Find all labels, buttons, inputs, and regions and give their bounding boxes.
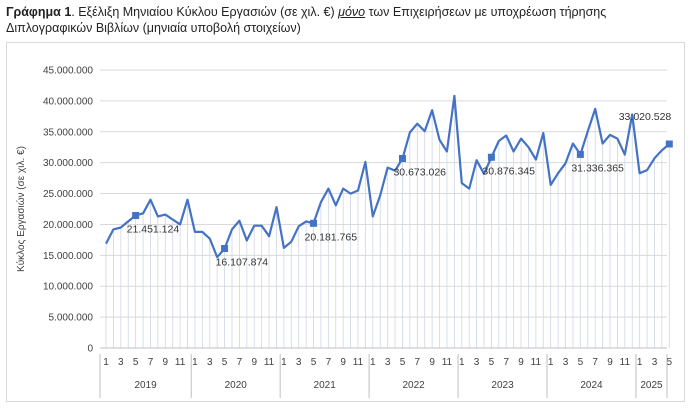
data-label: 31.336.365 <box>571 162 624 174</box>
series-line <box>105 94 671 259</box>
data-label: 21.451.124 <box>127 223 180 235</box>
y-tick-label: 25.000.000 <box>43 189 93 200</box>
data-label: 30.673.026 <box>393 167 446 179</box>
x-year-label: 2021 <box>314 380 337 391</box>
x-tick-label: 11 <box>442 357 453 368</box>
x-year-label: 2019 <box>134 380 157 391</box>
x-year-label: 2022 <box>402 380 425 391</box>
x-tick-label: 5 <box>311 357 317 368</box>
data-label: 33.020.528 <box>619 111 672 123</box>
x-tick-label: 1 <box>637 357 643 368</box>
x-tick-label: 3 <box>207 357 213 368</box>
x-tick-label: 1 <box>103 357 109 368</box>
y-tick-label: 30.000.000 <box>43 158 93 169</box>
x-tick-label: 9 <box>163 357 169 368</box>
x-tick-label: 9 <box>607 357 613 368</box>
data-label: 16.107.874 <box>216 256 269 268</box>
x-tick-label: 9 <box>251 357 257 368</box>
x-tick-label: 1 <box>192 357 198 368</box>
chart-area: 0 5.000.000 10.000.000 15.000.000 20.000.000… <box>6 42 685 402</box>
x-tick-label: 7 <box>592 357 598 368</box>
chart-caption: Γράφημα 1. Εξέλιξη Μηνιαίου Κύκλου Εργασ… <box>6 4 692 36</box>
y-tick-label: 35.000.000 <box>43 127 93 138</box>
data-marker <box>576 150 584 158</box>
y-tick-label: 45.000.000 <box>43 66 93 77</box>
x-tick-label: 11 <box>264 357 275 368</box>
x-tick-label: 7 <box>326 357 332 368</box>
x-tick-label: 5 <box>489 357 495 368</box>
x-tick-label: 3 <box>296 357 302 368</box>
caption-text-2: των Επιχειρήσεων με υποχρέωση τήρησης Δι… <box>6 5 607 35</box>
x-tick-label: 1 <box>548 357 554 368</box>
x-tick-label: 3 <box>563 357 569 368</box>
x-tick-label: 5 <box>133 357 139 368</box>
data-marker <box>221 244 229 252</box>
line-chart: 0 5.000.000 10.000.000 15.000.000 20.000.000… <box>15 66 673 398</box>
y-tick-label: 0 <box>87 344 93 355</box>
caption-emphasis: μόνο <box>338 5 366 19</box>
x-tick-label: 3 <box>385 357 391 368</box>
caption-text-1: . Εξέλιξη Μηνιαίου Κύκλου Εργασιών (σε χ… <box>71 5 339 19</box>
x-tick-label: 11 <box>175 357 186 368</box>
y-tick-label: 15.000.000 <box>43 251 93 262</box>
data-marker <box>398 155 406 163</box>
x-tick-label: 5 <box>400 357 406 368</box>
x-tick-label: 11 <box>353 357 364 368</box>
x-tick-label: 1 <box>459 357 465 368</box>
x-tick-label: 5 <box>222 357 228 368</box>
y-axis-title: Κύκλος Εργασιών (σε χιλ. €) <box>15 146 27 272</box>
x-tick-label: 3 <box>652 357 658 368</box>
x-tick-label: 9 <box>518 357 524 368</box>
x-year-label: 2024 <box>580 380 603 391</box>
y-tick-label: 10.000.000 <box>43 282 93 293</box>
x-tick-label: 7 <box>503 357 509 368</box>
caption-label: Γράφημα 1 <box>6 5 72 19</box>
y-tick-label: 20.000.000 <box>43 220 93 231</box>
x-year-label: 2023 <box>491 380 514 391</box>
data-marker <box>665 140 673 148</box>
x-tick-label: 11 <box>620 357 631 368</box>
x-tick-label: 7 <box>148 357 154 368</box>
data-marker <box>487 153 495 161</box>
x-tick-label: 7 <box>237 357 243 368</box>
x-tick-label: 9 <box>340 357 346 368</box>
x-tick-label: 1 <box>370 357 376 368</box>
data-label: 30.876.345 <box>482 165 535 177</box>
x-tick-label: 3 <box>474 357 480 368</box>
x-tick-label: 3 <box>118 357 124 368</box>
data-marker <box>310 219 318 227</box>
data-marker <box>132 211 140 219</box>
x-tick-label: 11 <box>531 357 542 368</box>
x-tick-label: 1 <box>281 357 287 368</box>
y-tick-label: 40.000.000 <box>43 96 93 107</box>
x-tick-label: 5 <box>578 357 584 368</box>
x-year-label: 2025 <box>640 380 663 391</box>
x-tick-label: 5 <box>667 357 673 368</box>
y-tick-label: 5.000.000 <box>49 313 94 324</box>
x-year-label: 2020 <box>225 380 248 391</box>
x-tick-label: 9 <box>429 357 435 368</box>
data-label: 20.181.765 <box>305 231 358 243</box>
x-tick-label: 7 <box>415 357 421 368</box>
